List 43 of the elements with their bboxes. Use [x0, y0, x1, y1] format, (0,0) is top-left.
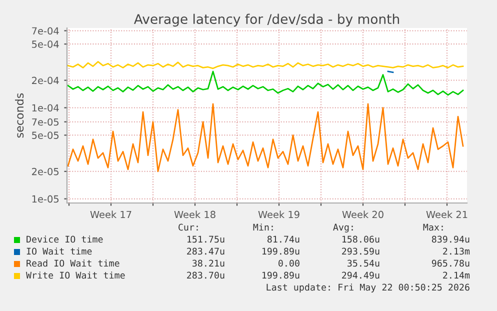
- x-tick-label: Week 17: [90, 210, 132, 218]
- x-tick-label: Week 21: [426, 210, 468, 218]
- y-tick-label: 2e-05: [32, 168, 59, 176]
- legend-label: IO Wait time: [26, 248, 92, 255]
- line-series: [67, 70, 464, 96]
- text: Max:: [423, 224, 443, 231]
- legend-label: Read IO Wait time: [26, 260, 120, 267]
- text: 81.74u: [267, 236, 300, 243]
- y-tick-label: 7e-04: [32, 27, 59, 35]
- text: 283.47u: [187, 248, 224, 255]
- text: Cur:: [178, 224, 198, 231]
- text: 283.70u: [187, 272, 224, 279]
- text: Last update: Fri May 22 00:50:25 2026: [266, 284, 470, 292]
- text: 293.59u: [342, 248, 380, 255]
- text: Avg:: [333, 224, 353, 232]
- y-tick-label: 5e-04: [32, 40, 59, 48]
- text: 839.94u: [432, 236, 470, 243]
- legend-label: Device IO time: [26, 236, 103, 243]
- text: 151.75u: [187, 236, 224, 243]
- y-tick-label: 5e-05: [32, 132, 59, 139]
- y-axis-title: seconds: [15, 93, 24, 138]
- text: 38.21u: [192, 260, 224, 267]
- line-series: [67, 61, 464, 70]
- text: 199.89u: [262, 248, 300, 255]
- text: 0.00: [278, 260, 300, 267]
- y-tick-label: 1e-04: [32, 104, 59, 112]
- text: 158.06u: [342, 236, 380, 243]
- text: 35.54u: [348, 260, 380, 267]
- text: 294.49u: [342, 272, 380, 279]
- y-tick-label: 1e-05: [32, 195, 59, 203]
- line-series: [67, 103, 464, 172]
- x-tick-label: Week 19: [258, 210, 300, 218]
- text: 965.78u: [432, 260, 470, 267]
- text: 2.14m: [443, 272, 470, 279]
- legend-label: Write IO Wait time: [26, 272, 125, 279]
- x-tick-label: Week 18: [174, 210, 216, 218]
- text: Min:: [253, 224, 273, 231]
- chart-title: Average latency for /dev/sda - by month: [134, 14, 400, 27]
- y-tick-label: 2e-04: [32, 76, 59, 84]
- text: 199.89u: [262, 272, 300, 279]
- text: 2.13m: [443, 248, 470, 255]
- x-tick-label: Week 20: [342, 210, 384, 218]
- y-tick-label: 7e-05: [32, 118, 59, 126]
